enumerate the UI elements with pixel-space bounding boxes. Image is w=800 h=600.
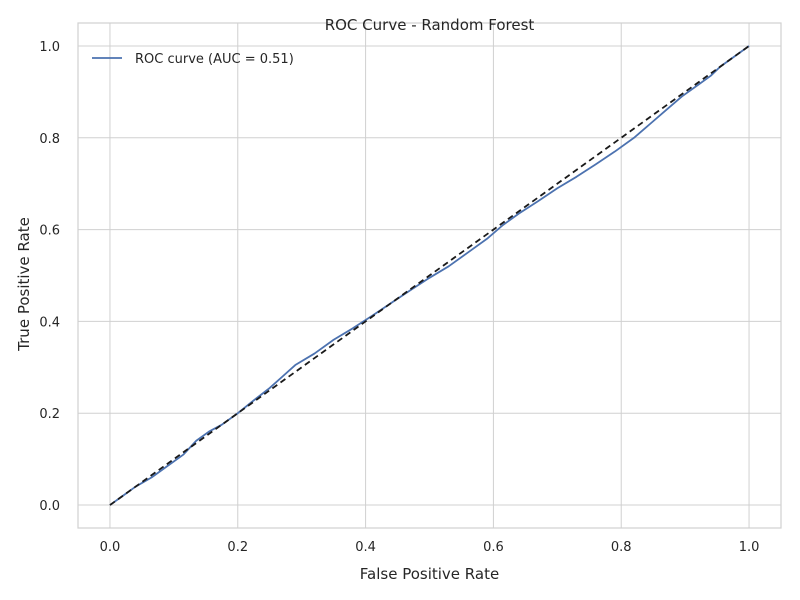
y-tick-label: 0.8 (39, 132, 60, 147)
legend: ROC curve (AUC = 0.51) (92, 52, 294, 67)
tick-labels: 0.0 0.2 0.4 0.6 0.8 1.0 0.0 0.2 0.4 0.6 0.8 1.0 (39, 40, 759, 555)
y-tick-label: 1.0 (39, 40, 60, 55)
y-axis-label: True Positive Rate (15, 217, 33, 352)
y-tick-label: 0.6 (39, 224, 60, 239)
legend-label-roc: ROC curve (AUC = 0.51) (135, 52, 294, 67)
x-axis-label: False Positive Rate (360, 565, 499, 583)
x-tick-label: 0.0 (100, 540, 121, 555)
x-tick-label: 0.4 (355, 540, 376, 555)
x-tick-label: 0.8 (611, 540, 632, 555)
series-layer (109, 45, 750, 506)
y-tick-label: 0.0 (39, 499, 60, 514)
x-tick-label: 0.2 (227, 540, 248, 555)
y-tick-label: 0.4 (39, 315, 60, 330)
roc-curve-line (109, 45, 750, 506)
x-tick-label: 0.6 (483, 540, 504, 555)
y-tick-label: 0.2 (39, 407, 60, 422)
chance-diagonal-line (109, 45, 750, 506)
x-tick-label: 1.0 (739, 540, 760, 555)
grid (78, 23, 781, 528)
chart-title: ROC Curve - Random Forest (325, 16, 535, 34)
plot-area-frame (77, 22, 782, 529)
